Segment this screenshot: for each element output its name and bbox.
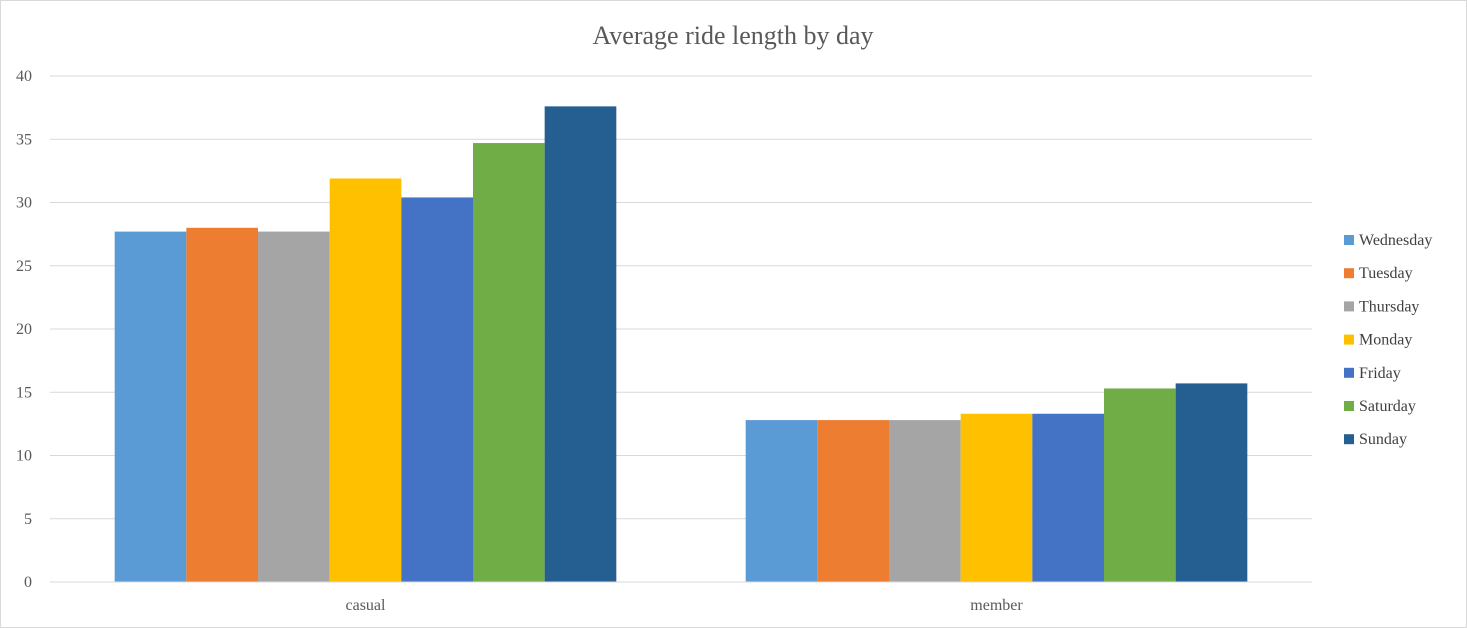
bar-member-wednesday bbox=[745, 420, 818, 582]
bar-casual-thursday bbox=[258, 231, 330, 582]
legend-swatch bbox=[1344, 301, 1354, 312]
bars bbox=[114, 106, 1248, 583]
legend-item-wednesday: Wednesday bbox=[1344, 232, 1432, 249]
bar-member-sunday bbox=[1175, 383, 1248, 582]
legend-swatch bbox=[1344, 268, 1354, 279]
bar-member-monday bbox=[960, 413, 1033, 582]
legend-label: Monday bbox=[1359, 332, 1412, 349]
legend-swatch bbox=[1344, 235, 1354, 245]
y-tick-label: 15 bbox=[16, 384, 32, 401]
bar-casual-monday bbox=[329, 178, 402, 582]
y-tick-label: 25 bbox=[16, 258, 32, 275]
y-axis-ticks: 0 5 10 15 20 25 30 35 40 bbox=[16, 68, 32, 591]
bar-casual-tuesday bbox=[186, 227, 259, 583]
x-axis-ticks: casual member bbox=[346, 597, 1024, 614]
y-tick-label: 0 bbox=[24, 574, 32, 591]
bar-casual-saturday bbox=[472, 143, 545, 583]
legend-label: Saturday bbox=[1359, 398, 1416, 415]
legend-item-thursday: Thursday bbox=[1344, 298, 1419, 315]
legend-swatch bbox=[1344, 367, 1354, 378]
x-tick-label: casual bbox=[346, 597, 387, 614]
legend-label: Friday bbox=[1359, 365, 1401, 382]
legend-swatch bbox=[1344, 401, 1354, 411]
y-tick-label: 10 bbox=[16, 448, 32, 465]
x-tick-label: member bbox=[970, 597, 1023, 614]
bar-member-saturday bbox=[1103, 388, 1176, 582]
legend-item-friday: Friday bbox=[1344, 365, 1401, 382]
bar-casual-wednesday bbox=[114, 231, 187, 582]
legend-swatch bbox=[1344, 334, 1354, 345]
bar-casual-friday bbox=[401, 197, 473, 582]
legend: Wednesday Tuesday Thursday Monday Friday Satu… bbox=[1344, 232, 1432, 448]
y-tick-label: 20 bbox=[16, 321, 32, 338]
bar-member-thursday bbox=[889, 420, 961, 582]
legend-item-monday: Monday bbox=[1344, 332, 1412, 349]
legend-item-saturday: Saturday bbox=[1344, 398, 1416, 415]
y-tick-label: 5 bbox=[24, 511, 32, 528]
bar-casual-sunday bbox=[544, 106, 617, 583]
y-tick-label: 40 bbox=[16, 68, 32, 85]
y-tick-label: 30 bbox=[16, 195, 32, 212]
y-tick-label: 35 bbox=[16, 131, 32, 148]
legend-label: Thursday bbox=[1359, 298, 1419, 315]
legend-label: Tuesday bbox=[1359, 265, 1413, 282]
legend-label: Sunday bbox=[1359, 431, 1407, 448]
legend-item-tuesday: Tuesday bbox=[1344, 265, 1413, 282]
chart-title: Average ride length by day bbox=[592, 21, 873, 50]
legend-label: Wednesday bbox=[1359, 232, 1432, 249]
bar-member-tuesday bbox=[817, 420, 890, 582]
legend-item-sunday: Sunday bbox=[1344, 431, 1407, 448]
bar-member-friday bbox=[1032, 413, 1104, 582]
legend-swatch bbox=[1344, 434, 1354, 445]
